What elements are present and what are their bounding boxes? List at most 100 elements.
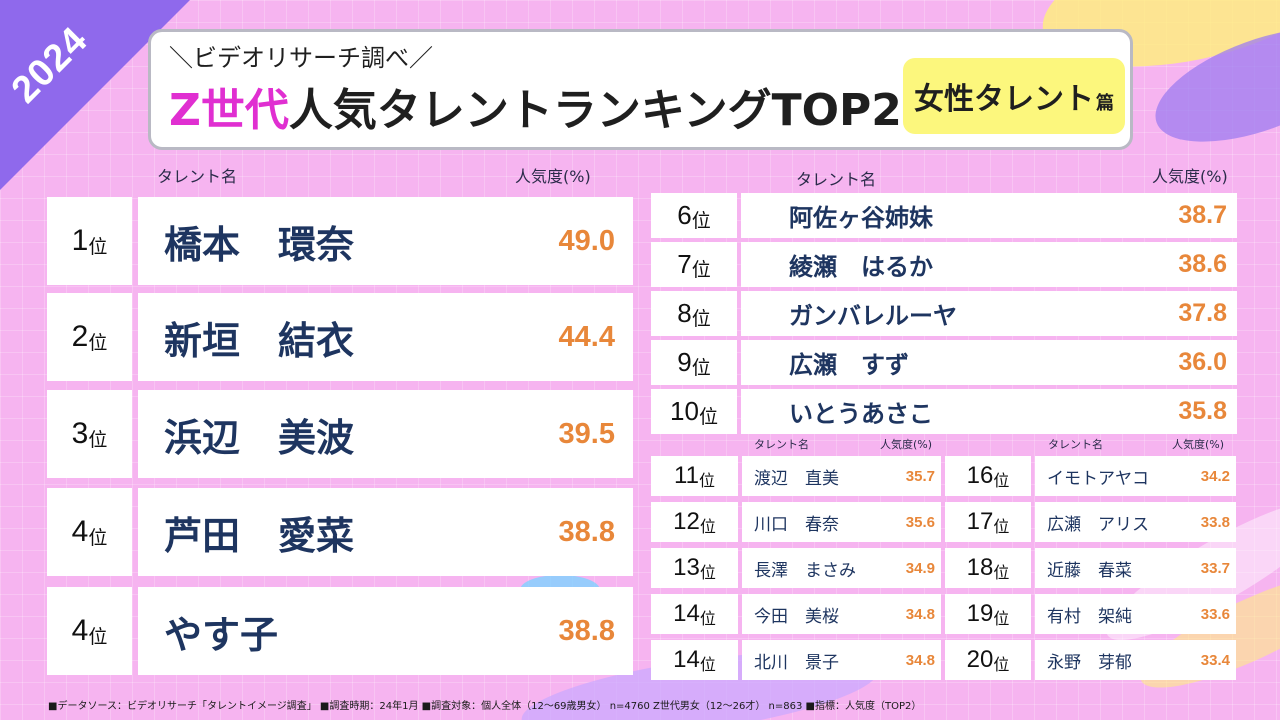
rank-suffix: 位 — [699, 609, 716, 628]
talent-row: 新垣 結衣 44.4 — [138, 293, 633, 381]
rank-cell: 16 位 — [945, 456, 1031, 496]
talent-row: 広瀬 すず 36.0 — [741, 340, 1237, 385]
rank-cell: 19 位 — [945, 594, 1031, 634]
talent-name: 広瀬 すず — [789, 351, 909, 379]
rank-number: 17 — [966, 508, 994, 535]
talent-row: ガンバレルーヤ 37.8 — [741, 291, 1237, 336]
popularity-score: 38.7 — [1178, 201, 1227, 229]
talent-row: 近藤 春菜 33.7 — [1035, 548, 1236, 588]
category-badge: 女性タレント篇 — [903, 58, 1125, 134]
talent-name: 北川 景子 — [754, 652, 839, 673]
popularity-score: 34.2 — [1200, 467, 1230, 485]
talent-row: 長澤 まさみ 34.9 — [742, 548, 941, 588]
rank-cell: 10 位 — [651, 389, 737, 434]
data-source-footer: ■データソース：ビデオリサーチ「タレントイメージ調査」 ■調査時期：24年1月 … — [48, 701, 922, 712]
popularity-score: 38.8 — [558, 614, 615, 647]
rank-suffix: 位 — [993, 471, 1010, 490]
talent-name: 永野 芽郁 — [1047, 652, 1132, 673]
rank-number: 14 — [673, 600, 700, 627]
rank-number: 18 — [966, 554, 994, 581]
rank-number: 9 — [677, 347, 692, 377]
rank-cell: 20 位 — [945, 640, 1031, 680]
talent-name: 川口 春奈 — [754, 514, 839, 535]
rank-cell: 11 位 — [651, 456, 738, 496]
rank-suffix: 位 — [993, 517, 1010, 536]
talent-row: 有村 架純 33.6 — [1035, 594, 1236, 634]
title-panel: ＼ビデオリサーチ調べ／ Z世代人気タレントランキングTOP20 女性タレント篇 — [148, 29, 1133, 150]
popularity-score: 38.6 — [1178, 250, 1227, 278]
talent-name: 有村 架純 — [1047, 606, 1132, 627]
talent-row: 芦田 愛菜 38.8 — [138, 488, 633, 576]
talent-row: 永野 芽郁 33.4 — [1035, 640, 1236, 680]
header-score-small-right: 人気度(%) — [1172, 438, 1225, 451]
header-name-small-left: タレント名 — [754, 438, 809, 451]
talent-row: 橋本 環奈 49.0 — [138, 197, 633, 285]
rank-number: 14 — [673, 646, 700, 673]
talent-row: 綾瀬 はるか 38.6 — [741, 242, 1237, 287]
title-rest: 人気タレントランキングTOP20 — [288, 85, 933, 136]
category-suffix: 篇 — [1096, 93, 1114, 114]
talent-name: イモトアヤコ — [1047, 468, 1149, 489]
title-highlight: Z世代 — [169, 85, 289, 136]
rank-number: 3 — [71, 417, 89, 450]
rank-cell: 13 位 — [651, 548, 738, 588]
popularity-score: 39.5 — [558, 417, 615, 450]
rank-suffix: 位 — [993, 563, 1010, 582]
rank-number: 11 — [674, 462, 699, 489]
popularity-score: 37.8 — [1178, 299, 1227, 327]
talent-name: 近藤 春菜 — [1047, 560, 1132, 581]
rank-cell: 14 位 — [651, 594, 738, 634]
talent-name: 渡辺 直美 — [754, 468, 839, 489]
rank-number: 2 — [71, 320, 89, 353]
rank-suffix: 位 — [691, 259, 711, 281]
rank-suffix: 位 — [691, 357, 711, 379]
header-score-right: 人気度(%) — [1152, 167, 1228, 186]
rank-number: 1 — [71, 224, 89, 257]
talent-name: 新垣 結衣 — [164, 318, 355, 363]
rank-suffix: 位 — [691, 308, 711, 330]
rank-number: 4 — [71, 614, 89, 647]
rank-number: 6 — [677, 200, 692, 230]
talent-name: 今田 美桜 — [754, 606, 839, 627]
popularity-score: 49.0 — [558, 224, 615, 257]
popularity-score: 33.6 — [1200, 605, 1230, 623]
talent-name: 広瀬 アリス — [1047, 514, 1149, 535]
popularity-score: 34.8 — [905, 651, 935, 669]
rank-suffix: 位 — [88, 331, 108, 354]
talent-row: いとうあさこ 35.8 — [741, 389, 1237, 434]
talent-name: いとうあさこ — [789, 400, 933, 428]
rank-suffix: 位 — [88, 526, 108, 549]
talent-name: ガンバレルーヤ — [789, 302, 957, 330]
header-name-right: タレント名 — [796, 170, 877, 189]
rank-cell: 12 位 — [651, 502, 738, 542]
rank-number: 12 — [673, 508, 700, 535]
rank-number: 10 — [670, 396, 699, 426]
popularity-score: 33.4 — [1200, 651, 1230, 669]
popularity-score: 35.8 — [1178, 397, 1227, 425]
talent-name: 浜辺 美波 — [164, 415, 355, 460]
header-name-small-right: タレント名 — [1048, 438, 1103, 451]
rank-number: 8 — [677, 298, 692, 328]
rank-suffix: 位 — [699, 563, 716, 582]
rank-number: 4 — [71, 515, 89, 548]
popularity-score: 33.8 — [1200, 513, 1230, 531]
header-score-left: 人気度(%) — [515, 167, 591, 186]
talent-name: やす子 — [164, 612, 279, 657]
rank-suffix: 位 — [88, 625, 108, 648]
header-name-left: タレント名 — [157, 167, 238, 186]
rank-cell: 18 位 — [945, 548, 1031, 588]
popularity-score: 36.0 — [1178, 348, 1227, 376]
popularity-score: 35.7 — [905, 467, 935, 485]
rank-number: 20 — [966, 646, 994, 673]
popularity-score: 34.8 — [905, 605, 935, 623]
talent-name: 長澤 まさみ — [754, 560, 856, 581]
rank-suffix: 位 — [993, 609, 1010, 628]
rank-cell: 14 位 — [651, 640, 738, 680]
category-label: 女性タレント — [914, 82, 1094, 117]
